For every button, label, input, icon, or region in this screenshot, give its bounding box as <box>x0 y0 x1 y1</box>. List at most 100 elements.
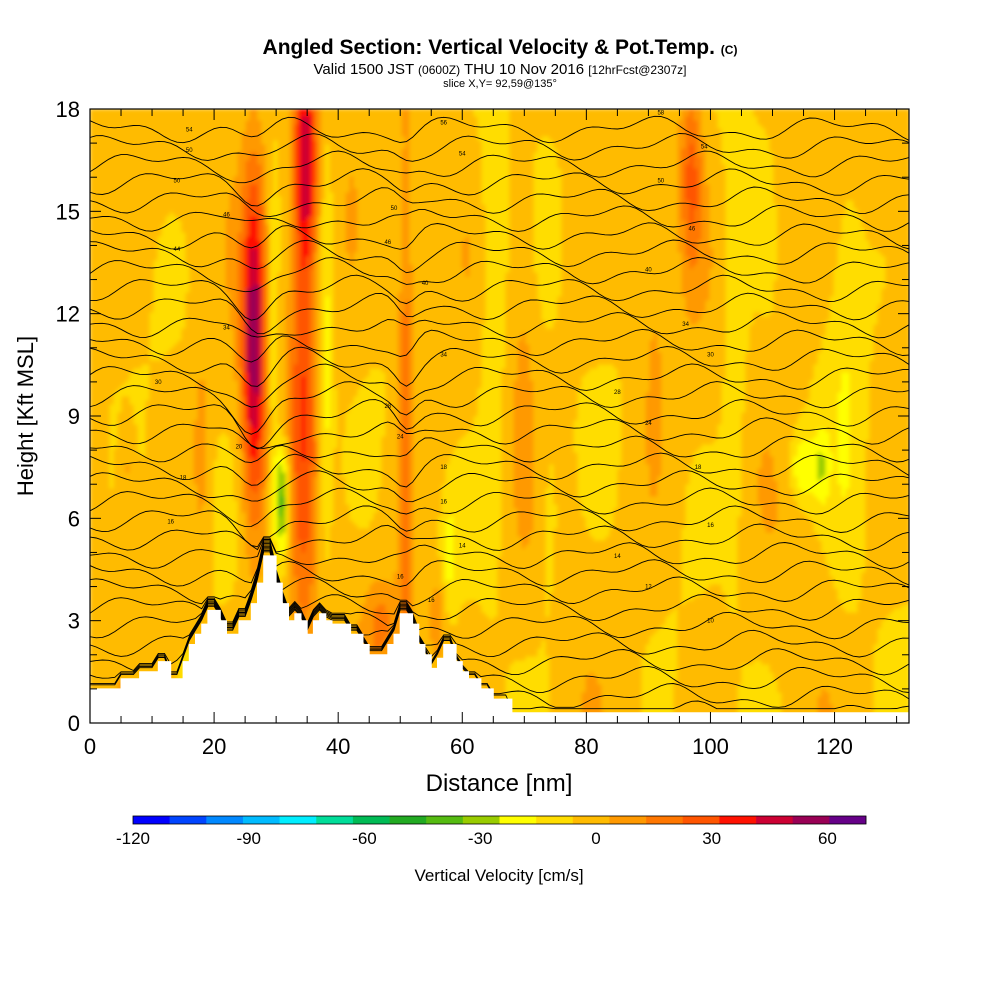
velocity-cell <box>233 120 239 126</box>
velocity-cell <box>793 124 799 130</box>
velocity-cell <box>313 124 319 130</box>
velocity-cell <box>449 132 455 138</box>
velocity-cell <box>701 120 707 126</box>
velocity-cell <box>277 140 283 146</box>
velocity-cell <box>641 140 647 146</box>
velocity-cell <box>729 116 735 122</box>
velocity-cell <box>333 124 339 130</box>
velocity-cell <box>541 128 547 134</box>
velocity-cell <box>157 132 163 138</box>
velocity-cell <box>473 116 479 122</box>
velocity-cell <box>725 140 731 146</box>
velocity-cell <box>381 120 387 126</box>
velocity-cell <box>697 120 703 126</box>
velocity-cell <box>773 128 779 134</box>
velocity-cell <box>797 140 803 146</box>
velocity-cell <box>405 140 411 146</box>
velocity-cell <box>429 116 435 122</box>
forecast-run: [12hrFcst@2307z] <box>588 63 686 77</box>
velocity-cell <box>165 144 171 150</box>
velocity-cell <box>829 128 835 134</box>
velocity-cell <box>205 112 211 118</box>
velocity-cell <box>597 128 603 134</box>
velocity-cell <box>565 136 571 142</box>
velocity-cell <box>169 144 175 150</box>
velocity-cell <box>669 109 675 114</box>
velocity-cell <box>333 112 339 118</box>
velocity-cell <box>817 124 823 130</box>
velocity-cell <box>533 109 539 114</box>
velocity-cell <box>893 140 899 146</box>
velocity-cell <box>133 128 139 134</box>
velocity-cell <box>685 144 691 150</box>
velocity-cell <box>669 144 675 150</box>
velocity-cell <box>593 128 599 134</box>
velocity-cell <box>341 116 347 122</box>
velocity-cell <box>97 140 103 146</box>
velocity-cell <box>577 144 583 150</box>
velocity-cell <box>313 136 319 142</box>
velocity-cell <box>581 124 587 130</box>
velocity-cell <box>385 136 391 142</box>
velocity-cell <box>621 124 627 130</box>
velocity-cell <box>145 132 151 138</box>
velocity-cell <box>745 124 751 130</box>
velocity-cell <box>477 132 483 138</box>
velocity-cell <box>101 136 107 142</box>
velocity-cell <box>90 136 95 142</box>
velocity-cell <box>157 128 163 134</box>
velocity-cell <box>225 136 231 142</box>
velocity-cell <box>157 144 163 150</box>
velocity-cell <box>781 144 787 150</box>
velocity-cell <box>829 144 835 150</box>
velocity-cell <box>905 112 909 118</box>
velocity-cell <box>837 144 843 150</box>
velocity-cell <box>813 109 819 114</box>
velocity-cell <box>725 132 731 138</box>
velocity-cell <box>165 124 171 130</box>
velocity-cell <box>109 109 115 114</box>
velocity-cell <box>429 132 435 138</box>
velocity-cell <box>897 109 903 114</box>
velocity-cell <box>577 120 583 126</box>
velocity-cell <box>181 109 187 114</box>
velocity-cell <box>745 132 751 138</box>
velocity-cell <box>677 140 683 146</box>
velocity-cell <box>537 136 543 142</box>
velocity-cell <box>617 132 623 138</box>
velocity-cell <box>205 120 211 126</box>
velocity-cell <box>385 140 391 146</box>
velocity-cell <box>265 124 271 130</box>
velocity-cell <box>665 112 671 118</box>
velocity-cell <box>189 116 195 122</box>
velocity-cell <box>153 140 159 146</box>
velocity-cell <box>241 109 247 114</box>
velocity-cell <box>565 124 571 130</box>
velocity-cell <box>117 128 123 134</box>
velocity-cell <box>237 112 243 118</box>
velocity-cell <box>537 132 543 138</box>
velocity-cell <box>313 112 319 118</box>
velocity-cell <box>157 109 163 114</box>
velocity-cell <box>153 112 159 118</box>
velocity-cell <box>789 116 795 122</box>
velocity-cell <box>133 136 139 142</box>
velocity-cell <box>665 109 671 114</box>
velocity-cell <box>585 132 591 138</box>
velocity-cell <box>373 144 379 150</box>
title-main: Angled Section: Vertical Velocity & Pot.… <box>263 36 715 59</box>
velocity-cell <box>805 124 811 130</box>
velocity-cell <box>389 116 395 122</box>
velocity-cell <box>209 132 215 138</box>
velocity-cell <box>577 112 583 118</box>
velocity-cell <box>313 132 319 138</box>
velocity-cell <box>109 120 115 126</box>
velocity-cell <box>745 109 751 114</box>
velocity-cell <box>297 112 303 118</box>
velocity-cell <box>313 128 319 134</box>
velocity-cell <box>365 136 371 142</box>
velocity-cell <box>109 136 115 142</box>
velocity-cell <box>885 120 891 126</box>
velocity-cell <box>533 124 539 130</box>
velocity-cell <box>785 136 791 142</box>
